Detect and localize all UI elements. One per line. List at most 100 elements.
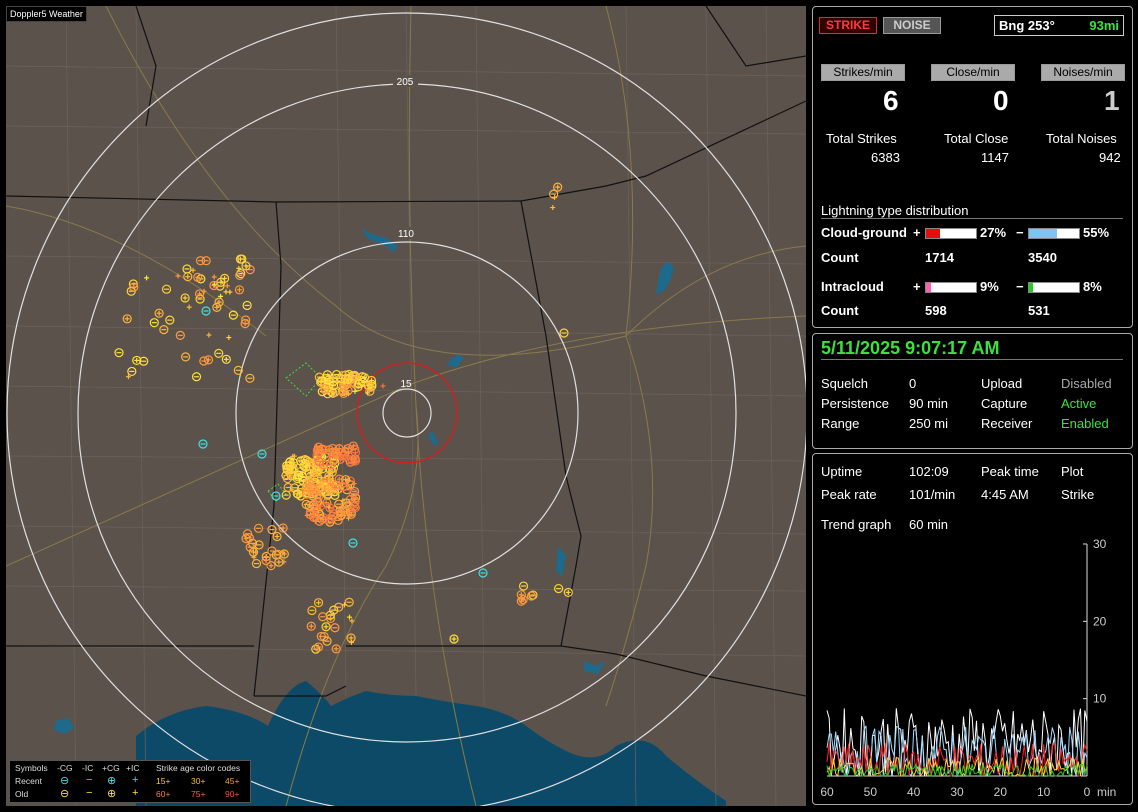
strike-symbol	[214, 297, 224, 307]
squelch-value: 0	[909, 376, 917, 391]
plot-label: Plot	[1061, 464, 1084, 479]
strike-symbol	[272, 531, 282, 542]
settings-panel: 5/11/2025 9:07:17 AM Squelch 0 Persisten…	[812, 333, 1133, 449]
ic-minus-sign: −	[1016, 279, 1024, 294]
strike-symbol	[315, 509, 325, 520]
strike-symbol	[212, 302, 222, 312]
lake-7	[54, 718, 74, 734]
strike-symbol	[325, 460, 335, 470]
strike-symbol	[478, 568, 488, 578]
distribution-title: Lightning type distribution	[821, 203, 969, 218]
strike-symbol	[313, 642, 324, 652]
strike-symbol	[318, 612, 328, 622]
strike-symbol	[328, 443, 338, 454]
strike-symbol	[282, 473, 293, 484]
ic-pos-pct: 9%	[980, 279, 999, 294]
lightning-map[interactable]: 205 110 15 Doppler5 Weather Symbols -CG …	[6, 6, 806, 806]
uptime-value: 102:09	[909, 464, 949, 479]
cg-pos-bar	[925, 228, 977, 239]
cloud-ground-label: Cloud-ground	[821, 225, 907, 240]
strike-symbol	[554, 583, 564, 594]
total-strikes-value: 6383	[871, 150, 900, 165]
strike-symbol	[129, 282, 139, 292]
legend-sym-recent-neg-cg: ⊖	[60, 775, 70, 787]
legend-age-90: 90+	[225, 789, 240, 799]
strike-symbol	[323, 385, 329, 391]
peak-time-label: Peak time	[981, 464, 1039, 479]
plot-value: Strike	[1061, 487, 1095, 502]
total-close-value: 1147	[981, 150, 1009, 165]
strike-symbol	[245, 373, 255, 383]
capture-value: Active	[1061, 396, 1097, 411]
distribution-divider	[821, 218, 1123, 219]
strike-symbol	[331, 644, 341, 654]
cg-plus-sign: +	[913, 225, 921, 240]
strike-symbol	[336, 510, 346, 520]
strike-symbol	[350, 497, 360, 507]
legend-sym-old-pos-cg: ⊕	[107, 788, 117, 800]
strike-symbol	[267, 524, 277, 535]
cg-count-label: Count	[821, 250, 859, 265]
strike-symbol	[348, 538, 358, 548]
strike-symbol	[449, 634, 459, 644]
trend-y-tick-label: 30	[1093, 537, 1107, 551]
trend-x-tick-label: 40	[907, 785, 921, 799]
strike-symbol	[236, 265, 242, 271]
strike-symbol	[367, 381, 377, 391]
trend-y-tick-label: 20	[1093, 614, 1107, 628]
strike-symbol	[553, 182, 563, 192]
strike-symbol	[329, 605, 339, 615]
symbol-legend: Symbols -CG -IC +CG +IC Strike age color…	[9, 760, 251, 803]
cg-pos-count: 1714	[925, 250, 954, 265]
strike-symbol	[365, 390, 371, 396]
strike-symbol	[254, 540, 264, 550]
strike-symbol	[245, 542, 255, 552]
legend-age-title: Strike age color codes	[156, 763, 241, 773]
strike-symbol	[350, 486, 360, 497]
strike-symbol	[271, 491, 281, 501]
strike-symbol	[251, 558, 262, 569]
trend-series-line	[826, 762, 1088, 778]
ic-plus-sign: +	[913, 279, 921, 294]
strike-symbol	[313, 492, 323, 503]
strike-button[interactable]: STRIKE	[819, 17, 877, 34]
strike-symbol	[318, 460, 329, 470]
lake-2	[656, 261, 674, 294]
strike-symbol	[301, 482, 311, 493]
close-per-min-value: 0	[993, 85, 1009, 116]
range-value: 250 mi	[909, 416, 949, 431]
uptime-label: Uptime	[821, 464, 863, 479]
noises-per-min-value: 1	[1104, 85, 1120, 116]
strike-symbol	[161, 284, 172, 294]
strike-symbol	[254, 523, 264, 533]
county-lines	[6, 6, 806, 806]
strike-symbol	[312, 451, 322, 461]
strike-symbol	[349, 618, 355, 624]
strike-symbol	[288, 463, 298, 473]
cg-neg-count: 3540	[1028, 250, 1057, 265]
strike-symbol	[235, 254, 246, 264]
strike-symbol	[240, 319, 250, 329]
strike-symbol	[201, 288, 207, 294]
strike-stats-panel: STRIKE NOISE Bng 253° 93mi Strikes/min C…	[812, 6, 1133, 328]
strike-symbol	[273, 549, 283, 559]
trend-panel: Uptime 102:09 Peak time Plot Peak rate 1…	[812, 453, 1133, 805]
strike-symbol	[334, 499, 344, 509]
strike-symbol	[289, 487, 295, 493]
legend-col-pos-cg: +CG	[102, 763, 120, 773]
legend-col-pos-ic: +IC	[126, 763, 140, 773]
strike-symbol	[550, 205, 556, 211]
strike-symbol	[224, 283, 230, 289]
noise-button[interactable]: NOISE	[883, 17, 941, 34]
strike-symbol	[154, 308, 164, 318]
strike-symbol	[345, 450, 351, 456]
strike-symbol	[306, 621, 316, 631]
total-strikes-label: Total Strikes	[826, 131, 897, 146]
strike-symbol	[380, 383, 386, 389]
strike-symbol	[242, 300, 252, 311]
strike-symbol	[559, 328, 569, 338]
strike-symbol	[211, 281, 217, 287]
strike-symbol	[326, 504, 332, 510]
legend-sym-old-neg-cg: ⊖	[60, 788, 70, 800]
strike-symbol	[195, 256, 206, 266]
